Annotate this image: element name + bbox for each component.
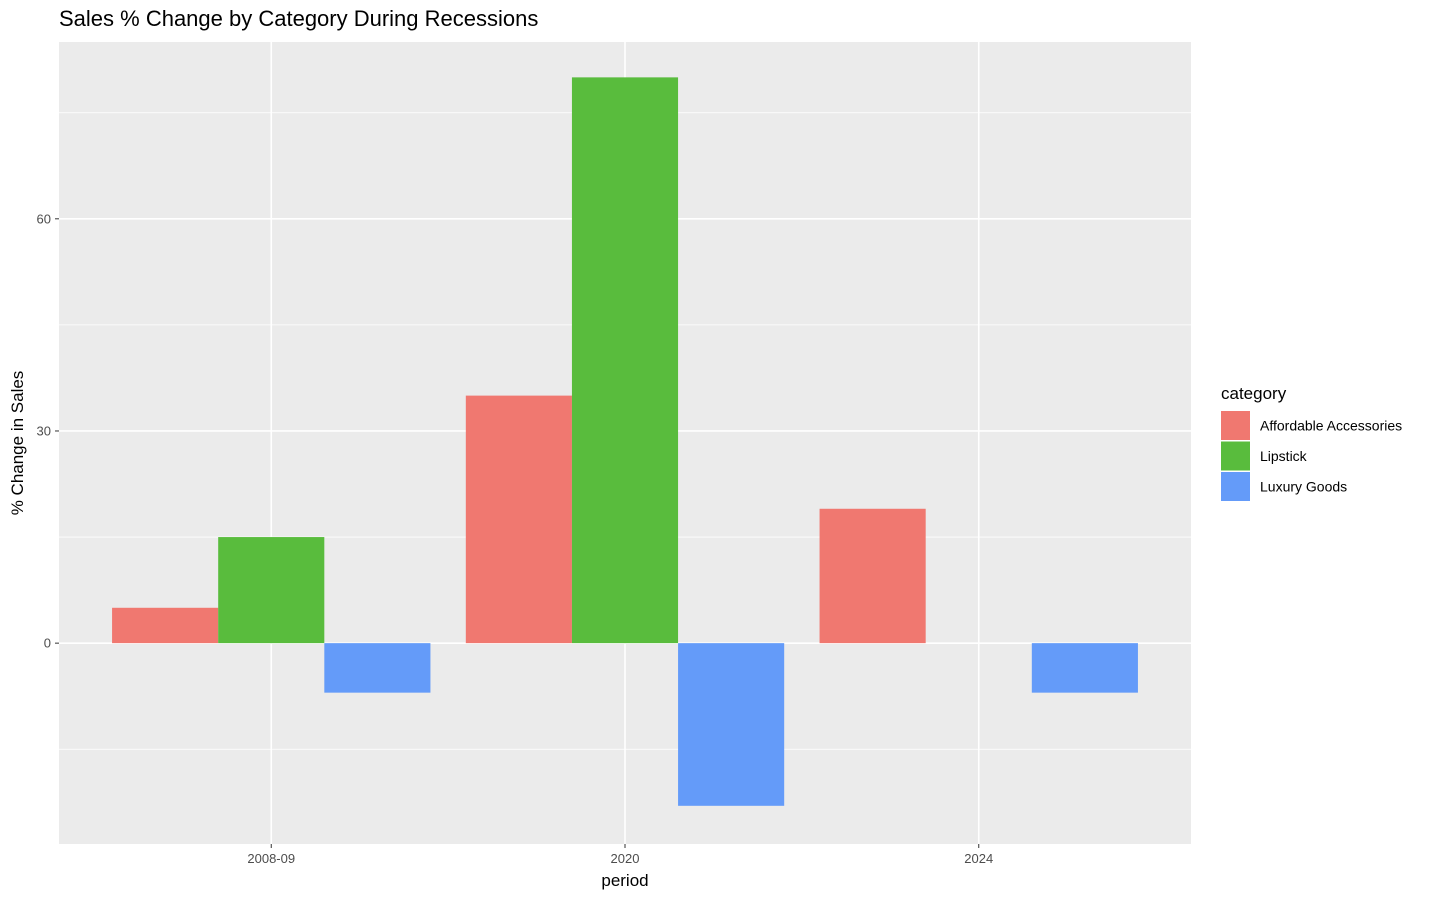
y-tick-label: 0	[44, 636, 51, 651]
bar	[1031, 643, 1138, 693]
legend-label: Luxury Goods	[1260, 479, 1347, 495]
bar	[324, 643, 431, 693]
y-tick-label: 60	[37, 211, 51, 226]
legend-key	[1221, 441, 1250, 471]
chart-title: Sales % Change by Category During Recess…	[59, 6, 538, 31]
legend-key	[1221, 411, 1250, 440]
bar	[112, 607, 219, 644]
legend-label: Lipstick	[1260, 448, 1308, 464]
legend-key	[1221, 472, 1250, 501]
y-axis-title: % Change in Sales	[8, 371, 27, 516]
bar	[678, 643, 785, 806]
x-tick-label: 2020	[611, 851, 640, 866]
x-tick-label: 2024	[964, 851, 993, 866]
y-axis: 0 30 60	[37, 211, 59, 651]
legend-label: Affordable Accessories	[1260, 418, 1402, 434]
y-tick-label: 30	[37, 423, 51, 438]
bar	[571, 77, 679, 644]
x-tick-label: 2008-09	[247, 851, 295, 866]
bars	[112, 77, 1138, 806]
legend-title: category	[1221, 384, 1287, 403]
x-axis-title: period	[601, 871, 648, 890]
x-axis: 2008-09 2020 2024	[247, 844, 993, 866]
legend: category Affordable Accessories Lipstick L…	[1221, 384, 1402, 501]
bar	[465, 395, 572, 644]
bar	[819, 508, 926, 644]
bar	[218, 537, 325, 644]
